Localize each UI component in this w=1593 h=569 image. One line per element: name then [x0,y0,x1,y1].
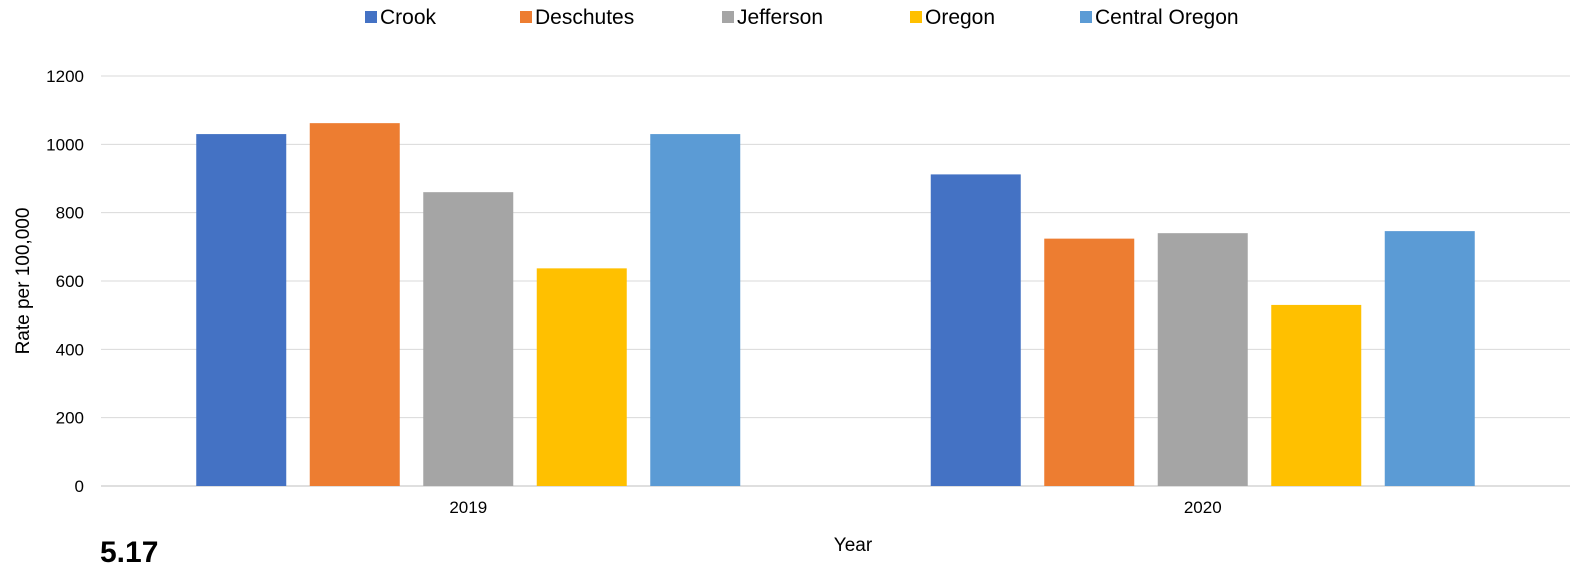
bar-central-oregon-2020 [1384,231,1475,486]
y-tick-label: 200 [56,409,84,428]
legend-swatch-crook [365,11,377,23]
y-axis-ticks: 0 200 400 600 800 1000 1200 [46,67,84,496]
bar-jefferson-2020 [1157,233,1248,486]
y-tick-label: 1000 [46,135,84,154]
bars [196,123,1475,487]
bar-deschutes-2019 [309,123,400,487]
legend-swatch-jefferson [722,11,734,23]
legend-label: Deschutes [535,6,634,29]
legend-label: Central Oregon [1095,6,1239,29]
bar-crook-2020 [930,174,1021,486]
bar-oregon-2019 [536,268,627,486]
footer-fragment: 5.17 [100,536,159,569]
y-tick-label: 800 [56,204,84,223]
legend-swatch-deschutes [520,11,532,23]
legend-swatch-central-oregon [1080,11,1092,23]
x-tick-label: 2020 [1184,498,1222,517]
y-tick-label: 400 [56,340,84,359]
bar-central-oregon-2019 [650,134,741,487]
legend-swatch-oregon [910,11,922,23]
x-tick-label: 2019 [449,498,487,517]
y-axis-title: Rate per 100,000 [13,208,34,355]
legend-label: Crook [380,6,437,29]
bar-jefferson-2019 [423,192,514,486]
x-axis-ticks: 2019 2020 [449,498,1221,517]
legend: Crook Deschutes Jefferson Oregon Central Ore… [365,6,1239,29]
legend-label: Oregon [925,6,995,29]
bar-crook-2019 [196,134,287,487]
x-axis-title: Year [834,535,873,556]
bar-oregon-2020 [1271,304,1362,486]
y-tick-label: 600 [56,272,84,291]
legend-label: Jefferson [737,6,823,29]
y-tick-label: 0 [75,477,84,496]
bar-deschutes-2020 [1044,238,1135,486]
y-tick-label: 1200 [46,67,84,86]
